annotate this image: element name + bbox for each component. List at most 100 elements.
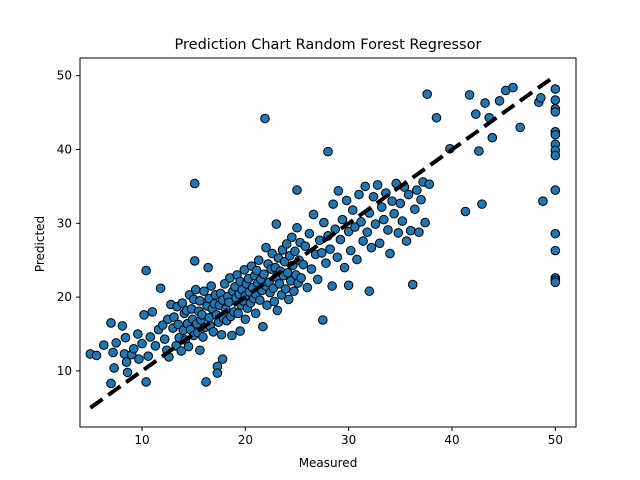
data-point [405,225,416,236]
data-point [383,225,393,235]
data-point [422,89,433,99]
data-point [279,256,290,267]
data-point [235,326,245,336]
data-point [424,179,435,189]
x-tick-label: 10 [134,433,149,447]
data-point [195,345,205,356]
data-point [108,347,118,358]
data-point [356,217,366,227]
data-point [464,90,475,100]
x-tick-label: 40 [444,433,459,447]
x-tick-label: 50 [548,433,563,447]
data-point [271,219,282,229]
data-point [312,274,323,285]
data-point [306,264,317,274]
data-point [339,262,350,273]
data-point [272,305,283,316]
data-point [332,252,343,263]
x-tick-label: 30 [341,433,356,447]
data-point [137,338,147,349]
data-point [120,332,131,343]
data-point [240,314,251,325]
data-point [550,150,561,161]
x-tick-label: 20 [238,433,253,447]
data-point [117,321,128,331]
data-point [328,199,338,209]
data-point [508,82,518,93]
data-point [550,228,561,239]
data-point [397,216,408,226]
data-point [283,294,294,305]
data-point [515,122,526,133]
data-point [201,377,211,387]
data-point [302,282,313,293]
data-point [139,310,149,320]
data-point [487,132,498,143]
data-point [412,185,422,195]
data-point [550,107,561,117]
data-point [189,178,200,189]
data-point [327,281,337,291]
data-point [335,234,346,245]
data-point [195,296,205,306]
data-point [106,318,116,328]
data-point [280,284,291,294]
data-point [111,338,121,348]
data-point [372,180,383,190]
data-point [370,219,381,229]
data-point [366,242,377,253]
data-point [364,286,375,297]
data-point [337,214,348,225]
data-point [550,129,561,140]
data-point [157,320,168,330]
data-point [354,189,364,200]
data-point [208,327,219,337]
data-point [298,259,309,270]
data-point [431,112,442,123]
data-point [219,279,230,289]
data-point [416,194,426,205]
data-point [206,281,217,291]
data-point [199,286,209,297]
data-point [414,227,424,237]
data-point [401,236,412,246]
data-point [128,343,139,354]
data-point [477,199,487,209]
data-point [98,340,109,350]
data-point [253,255,264,266]
y-tick-label: 40 [57,143,72,157]
data-point [304,228,315,239]
data-point [389,208,399,219]
data-point [292,222,302,233]
data-point [374,238,385,249]
data-point [321,258,331,268]
data-point [183,341,194,352]
data-point [212,368,223,378]
data-point [150,341,161,351]
plot-frame [79,57,577,428]
data-point [538,196,548,206]
data-point [216,329,227,340]
data-point [325,244,335,254]
data-point [352,254,362,265]
data-point [145,332,156,342]
data-point [177,298,188,308]
y-tick-label: 50 [57,69,72,83]
data-point [368,191,379,202]
data-point [287,232,297,243]
data-point [258,321,268,332]
y-tick-label: 20 [57,290,72,304]
data-point [141,377,151,387]
data-point [319,217,329,228]
data-point [341,195,352,206]
data-point [250,308,261,319]
data-point [358,236,368,246]
data-point [387,196,397,206]
data-point [407,279,418,290]
y-axis-label: Predicted [33,216,47,272]
data-point [190,284,201,295]
data-point [474,146,484,156]
data-point [393,228,404,238]
data-point [198,332,208,342]
